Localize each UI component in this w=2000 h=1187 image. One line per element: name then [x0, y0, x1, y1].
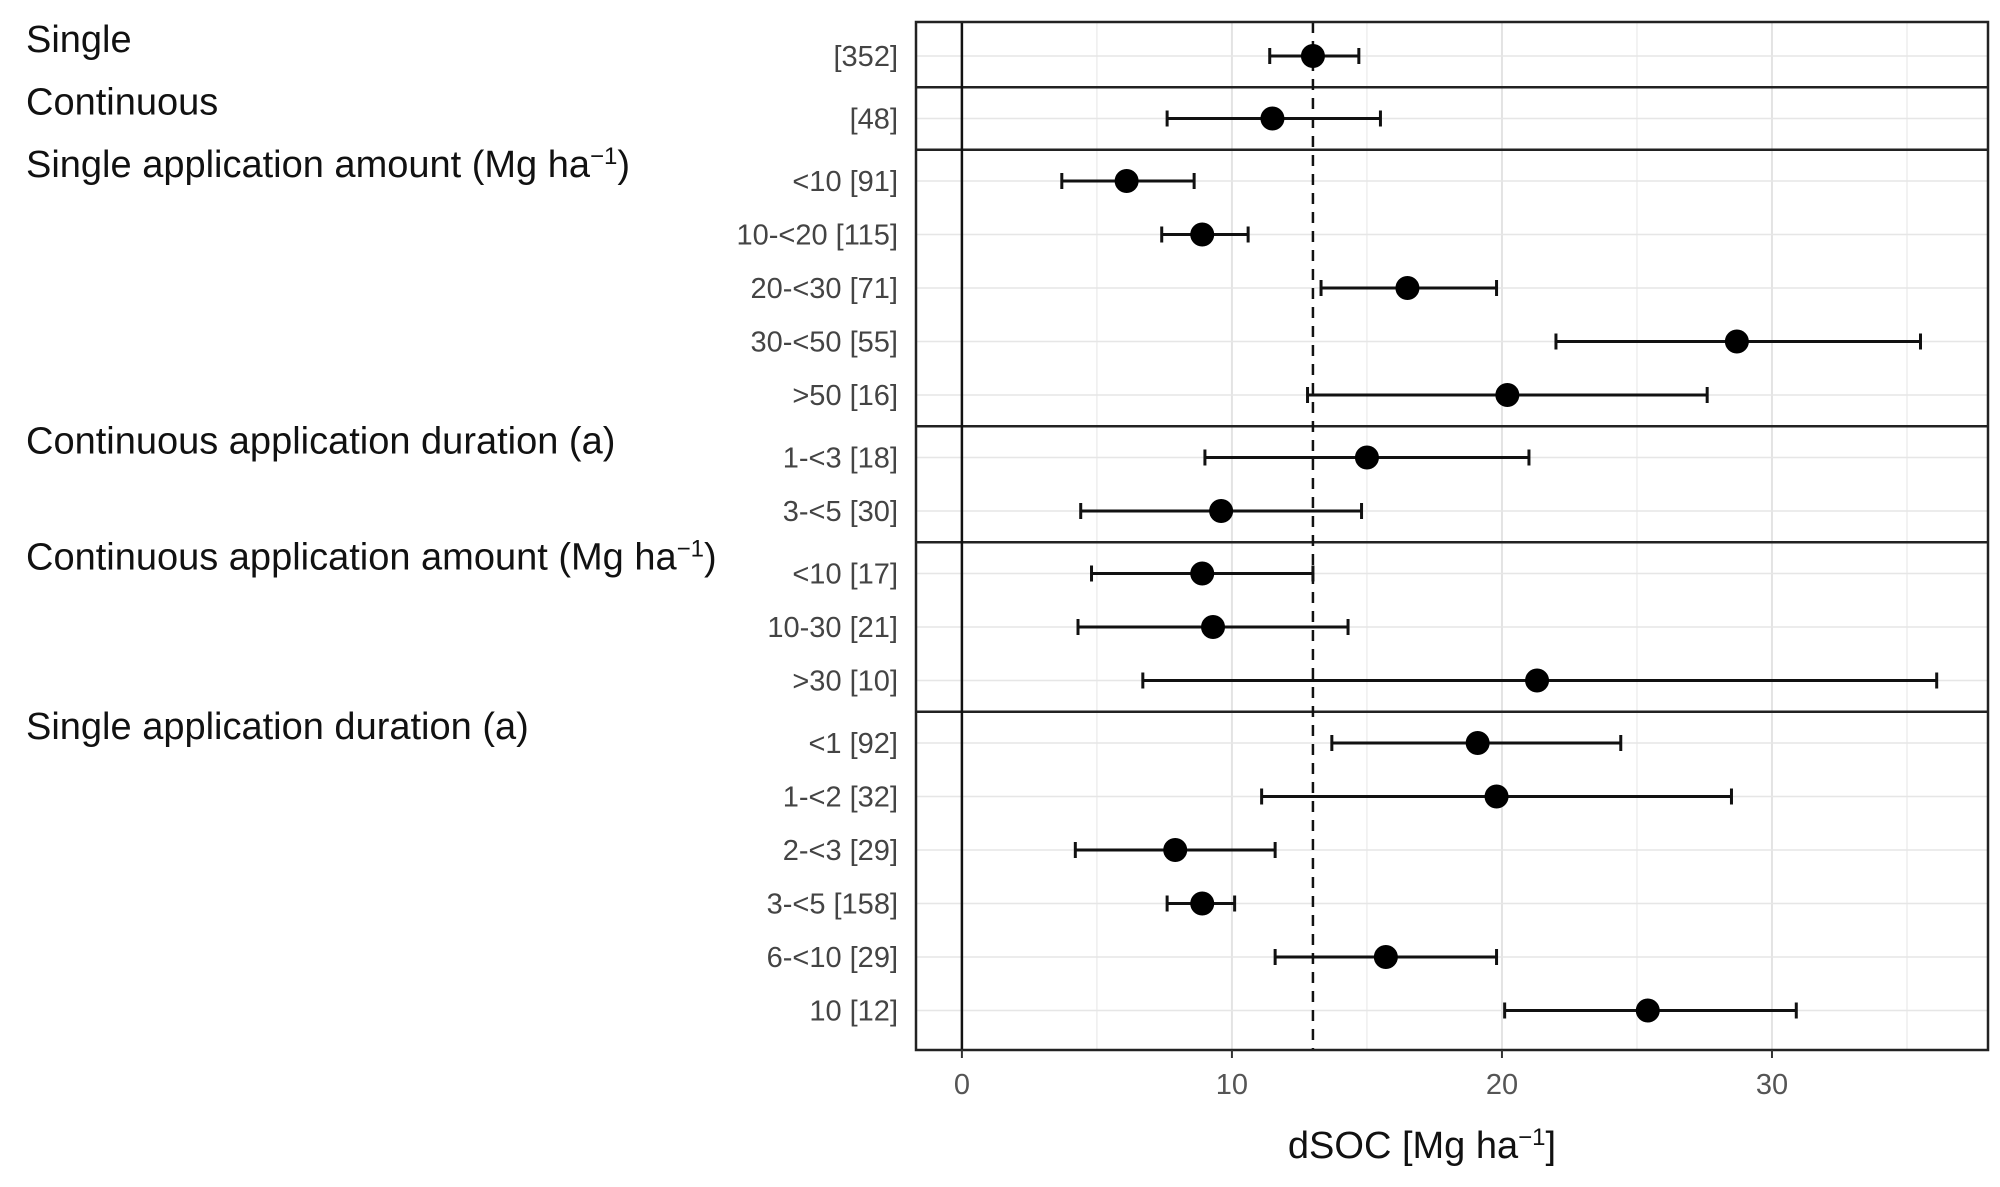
mean-point	[1209, 499, 1234, 523]
mean-point	[1190, 561, 1215, 586]
x-tick-label: 30	[1756, 1069, 1788, 1101]
mean-point	[1465, 731, 1490, 755]
group-label-text: Single application duration (a)	[26, 706, 529, 748]
error-bars	[1060, 44, 1939, 1023]
mean-point	[1114, 169, 1139, 193]
row-label: 1-<2 [32]	[783, 782, 898, 814]
group-label: Continuous	[26, 82, 218, 124]
reference-lines	[960, 22, 1315, 1050]
row-label: 10-30 [21]	[767, 612, 898, 644]
group-label-text: Single application amount (Mg ha	[26, 144, 591, 186]
mean-point	[1724, 329, 1749, 354]
row-label: 30-<50 [55]	[750, 327, 898, 359]
group-label-suffix: )	[704, 537, 717, 579]
mean-point	[1484, 784, 1509, 809]
group-label-text: Continuous application duration (a)	[26, 421, 615, 463]
row-label: >30 [10]	[792, 666, 898, 698]
x-tick-label: 10	[1216, 1069, 1248, 1101]
group-label-text: Continuous application amount (Mg ha	[26, 537, 677, 579]
row-label: <1 [92]	[809, 728, 899, 760]
x-axis: 0 10 20 30 dSOC [Mg ha−1]	[954, 1050, 1788, 1167]
group-label: Single application amount (Mg ha−1)	[26, 143, 630, 187]
x-tick-label: 20	[1486, 1069, 1518, 1101]
mean-point	[1201, 615, 1226, 639]
group-label-text: Single	[26, 19, 132, 61]
x-axis-title-superscript: −1	[1518, 1124, 1545, 1151]
mean-point	[1354, 445, 1379, 470]
row-label: <10 [17]	[792, 559, 898, 591]
row-label: 3-<5 [30]	[783, 496, 898, 528]
mean-point	[1190, 222, 1215, 247]
row-label: 2-<3 [29]	[783, 835, 898, 867]
x-tick-label: 0	[954, 1069, 970, 1101]
mean-point	[1260, 106, 1285, 131]
group-separators	[916, 86, 1988, 713]
mean-point	[1373, 945, 1398, 969]
group-label-suffix: )	[617, 144, 630, 186]
mean-point	[1395, 276, 1420, 300]
labels: [352] [48] <10 [91] 10-<20 [115] 20-<30 [71]…	[26, 19, 898, 1028]
mean-point	[1163, 838, 1188, 862]
row-label: 10-<20 [115]	[736, 220, 898, 252]
grid	[916, 22, 1988, 1050]
row-label: 1-<3 [18]	[783, 443, 898, 475]
x-axis-title-suffix: ]	[1546, 1125, 1557, 1167]
x-axis-title: dSOC [Mg ha−1]	[1288, 1124, 1556, 1168]
group-label-superscript: −1	[677, 535, 704, 562]
group-label: Single application duration (a)	[26, 706, 529, 748]
row-label: [48]	[850, 104, 898, 136]
mean-point	[1525, 668, 1550, 693]
row-label: >50 [16]	[792, 380, 898, 412]
row-label: 3-<5 [158]	[767, 889, 898, 921]
group-label-superscript: −1	[590, 143, 617, 170]
group-label: Continuous application duration (a)	[26, 421, 615, 463]
mean-point	[1300, 44, 1325, 68]
row-label: 20-<30 [71]	[750, 273, 898, 305]
mean-point	[1190, 891, 1215, 916]
group-label: Single	[26, 19, 132, 61]
group-label: Continuous application amount (Mg ha−1)	[26, 535, 717, 579]
row-label: [352]	[834, 41, 899, 73]
row-label: <10 [91]	[792, 166, 898, 198]
mean-point	[1635, 998, 1660, 1023]
x-axis-title-text: dSOC [Mg ha	[1288, 1125, 1519, 1167]
row-label: 6-<10 [29]	[767, 942, 898, 974]
row-label: 10 [12]	[809, 996, 898, 1028]
plot-frame	[914, 20, 1990, 1052]
group-label-text: Continuous	[26, 82, 218, 124]
mean-point	[1495, 383, 1520, 407]
